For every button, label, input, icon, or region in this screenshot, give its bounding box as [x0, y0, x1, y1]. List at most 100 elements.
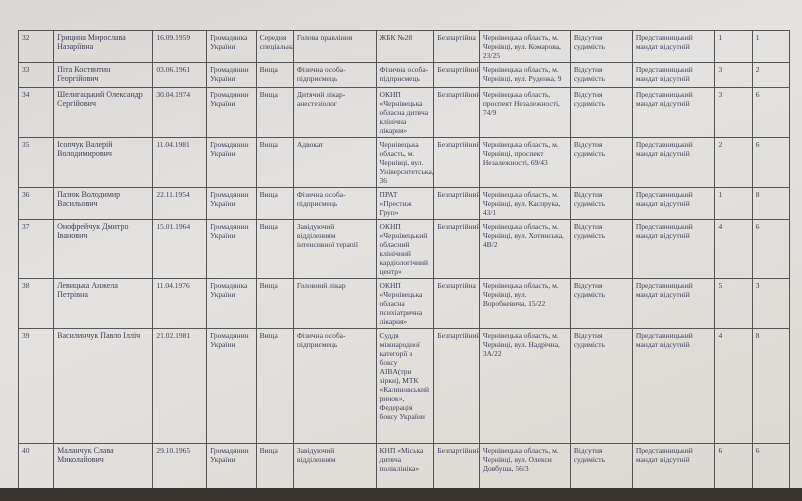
table-cell: 33: [17, 62, 55, 88]
table-cell: Головний лікар: [292, 278, 377, 329]
table-cell: Безпартійний: [433, 443, 480, 488]
table-cell: Чернівецька область, м. Чернівці, вул. В…: [478, 278, 571, 329]
table-cell: Ісопчук Валерій Володимирович: [53, 137, 154, 188]
table-cell: 1: [751, 30, 791, 63]
table-cell: 40: [17, 443, 55, 488]
table-row: 35 Ісопчук Валерій Володимирович 11.04.198…: [17, 137, 791, 188]
table-cell: Громадянин України: [206, 62, 257, 88]
table-cell: Громадянка України: [206, 30, 257, 63]
table-cell: Вища: [255, 443, 294, 488]
candidates-table: 32 Грицина Мирослава Назаріївна 16.09.1959…: [17, 30, 791, 488]
table-cell: 3: [751, 278, 791, 329]
table-cell: ПРАТ «Престиж Груп»: [375, 187, 435, 220]
table-cell: 5: [714, 278, 753, 329]
table-cell: Піта Костянтин Георгійович: [53, 62, 154, 88]
table-cell: Василинчук Павло Ілліч: [53, 328, 154, 444]
table-cell: ОКНП «Чернівецька обласна психіатрична л…: [375, 278, 435, 329]
table-cell: 4: [714, 219, 753, 279]
table-cell: 2: [714, 137, 753, 188]
table-cell: Фізична особа-підприємець: [292, 62, 377, 88]
table-cell: 1: [714, 187, 753, 220]
table-cell: 3: [714, 87, 753, 138]
table-cell: Онофрейчук Дмитро Іванович: [53, 219, 154, 279]
table-cell: Громадянин України: [206, 328, 257, 444]
table-cell: Безпартійний: [433, 137, 480, 188]
table-row: 32 Грицина Мирослава Назаріївна 16.09.1959…: [17, 30, 791, 63]
table-cell: Вища: [255, 62, 294, 88]
table-cell: Дитячий лікар-анестезіолог: [292, 87, 377, 138]
table-cell: Маланчук Слава Миколайович: [53, 443, 154, 488]
table-cell: 11.04.1981: [152, 137, 208, 188]
table-cell: ОКНП «Чернівецька обласна дитяча клінічн…: [375, 87, 435, 138]
table-cell: 38: [17, 278, 55, 329]
table-cell: Чернівецька область, м. Чернівці, вул. У…: [375, 137, 435, 188]
table-cell: 2: [751, 62, 791, 88]
table-cell: 6: [751, 219, 791, 279]
table-cell: 3: [714, 62, 753, 88]
table-row: 38 Левицька Анжела Петрівна 11.04.1976 Гром…: [17, 278, 791, 329]
table-cell: 36: [17, 187, 55, 220]
table-cell: Безпартійний: [433, 87, 480, 138]
table-cell: 39: [17, 328, 55, 444]
table-cell: 32: [17, 30, 55, 63]
table-cell: Представницький мандат відсутній: [631, 137, 716, 188]
table-cell: Чернівецька область, м. Чернівці, вул. Р…: [478, 62, 571, 88]
table-cell: ЖБК №28: [375, 30, 435, 63]
table-cell: Відсутня судимість: [569, 219, 633, 279]
table-cell: Представницький мандат відсутній: [631, 30, 716, 63]
table-cell: КНП «Міська дитяча поліклініка»: [375, 443, 435, 488]
table-cell: Громадянин України: [206, 187, 257, 220]
table-cell: Завідуючий відділенням інтенсивної терап…: [292, 219, 377, 279]
table-cell: ОКНП «Чернівецький обласний клінічний ка…: [375, 219, 435, 279]
table-row: 36 Пазюк Володимир Васильович 22.11.1954 Гр…: [17, 187, 791, 220]
table-cell: Вища: [255, 187, 294, 220]
paper: 32 Грицина Мирослава Назаріївна 16.09.1959…: [0, 0, 802, 488]
table-cell: 6: [751, 443, 791, 488]
table-cell: Відсутня судимість: [569, 137, 633, 188]
table-cell: Вища: [255, 328, 294, 444]
table-cell: Вища: [255, 137, 294, 188]
table-cell: Чернівецька область, м. Чернівці, вул. О…: [478, 443, 571, 488]
table-cell: Громадянин України: [206, 137, 257, 188]
table-cell: 16.09.1959: [152, 30, 208, 63]
table-cell: Представницький мандат відсутній: [631, 62, 716, 88]
table-cell: 8: [751, 187, 791, 220]
table-cell: Безпартійний: [433, 62, 480, 88]
table-cell: Суддя міжнародної категорії з боксу AIBA…: [375, 328, 435, 444]
table-cell: Представницький мандат відсутній: [631, 278, 716, 329]
table-cell: Фізична особа-підприємець: [375, 62, 435, 88]
table-cell: 15.01.1964: [152, 219, 208, 279]
table-cell: Чернівецька область, м. Чернівці, вул. Х…: [478, 219, 571, 279]
table-body: 32 Грицина Мирослава Назаріївна 16.09.1959…: [17, 30, 791, 488]
table-cell: Вища: [255, 219, 294, 279]
table-cell: Вища: [255, 87, 294, 138]
table-cell: Грицина Мирослава Назаріївна: [53, 30, 154, 63]
table-cell: Завідуючий відділенням: [292, 443, 377, 488]
table-cell: 37: [17, 219, 55, 279]
table-cell: Громадянка України: [206, 278, 257, 329]
table-cell: 30.04.1974: [152, 87, 208, 138]
table-row: 37 Онофрейчук Дмитро Іванович 15.01.1964 Гр…: [17, 219, 791, 279]
table-cell: 6: [714, 443, 753, 488]
table-cell: Представницький мандат відсутній: [631, 87, 716, 138]
table-cell: Представницький мандат відсутній: [631, 328, 716, 444]
table-cell: Відсутня судимість: [569, 278, 633, 329]
table-cell: Відсутня судимість: [569, 443, 633, 488]
table-cell: 1: [714, 30, 753, 63]
table-cell: 29.10.1965: [152, 443, 208, 488]
table-cell: 8: [751, 328, 791, 444]
table-cell: Шелигацький Олександр Сергійович: [53, 87, 154, 138]
table-cell: Левицька Анжела Петрівна: [53, 278, 154, 329]
table-row: 39 Василинчук Павло Ілліч 21.02.1981 Громад…: [17, 328, 791, 444]
table-cell: Чернівецька область, м. Чернівці, вул. Н…: [478, 328, 571, 444]
table-cell: Безпартійна: [433, 30, 480, 63]
table-cell: Представницький мандат відсутній: [631, 443, 716, 488]
table-cell: Пазюк Володимир Васильович: [53, 187, 154, 220]
table-cell: Громадянин України: [206, 219, 257, 279]
table-cell: 6: [751, 137, 791, 188]
table-cell: Відсутня судимість: [569, 87, 633, 138]
table-cell: Фізична особа-підприємець: [292, 187, 377, 220]
table-cell: Громадянин України: [206, 443, 257, 488]
table-cell: Чернівецька область, м. Чернівці, вул. К…: [478, 30, 571, 63]
table-cell: Відсутня судимість: [569, 30, 633, 63]
